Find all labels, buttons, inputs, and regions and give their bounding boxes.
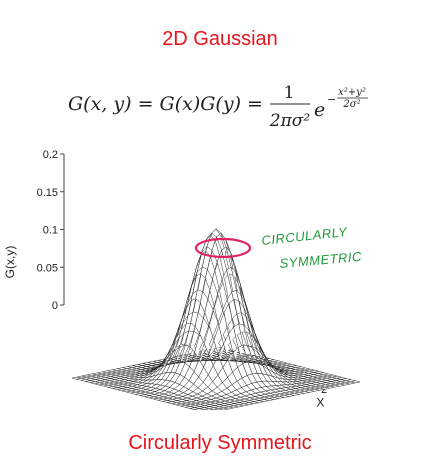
z-tick-label: 0.2: [43, 150, 58, 161]
figure-title: 2D Gaussian: [162, 28, 278, 50]
z-axis-label: G(x,y): [3, 246, 17, 279]
z-tick-label: 0.1: [43, 225, 58, 237]
z-tick-label: 0.05: [37, 262, 58, 274]
annotation-line-1: CIRCULARLY: [261, 224, 349, 248]
circular-ellipse-marker: [194, 237, 252, 259]
gaussian-surface-plot: 00.050.10.150.2G(x,y)−4−202X20−2−4Y CIRC…: [3, 150, 363, 410]
annotation-line-2: SYMMETRIC: [279, 249, 363, 271]
formula-exp-denominator: 2σ²: [342, 99, 360, 110]
mesh-cell: [350, 380, 361, 384]
gaussian-formula: G(x, y) = G(x)G(y) = 1 2πσ² e − x²+y² 2σ…: [68, 83, 368, 131]
z-tick-label: 0.15: [37, 187, 58, 199]
formula-exp-numerator: x²+y²: [338, 87, 366, 98]
x-axis-label: X: [316, 396, 324, 410]
formula-denominator: 2πσ²: [269, 111, 311, 131]
formula-base: e: [314, 99, 325, 121]
formula-lhs: G(x, y) = G(x)G(y) =: [68, 93, 263, 115]
formula-numerator: 1: [284, 83, 295, 103]
formula-exp-minus: −: [327, 93, 336, 106]
z-tick-label: 0: [52, 300, 58, 312]
figure-caption: Circularly Symmetric: [128, 432, 312, 454]
x-tick-label: 2: [321, 384, 327, 396]
